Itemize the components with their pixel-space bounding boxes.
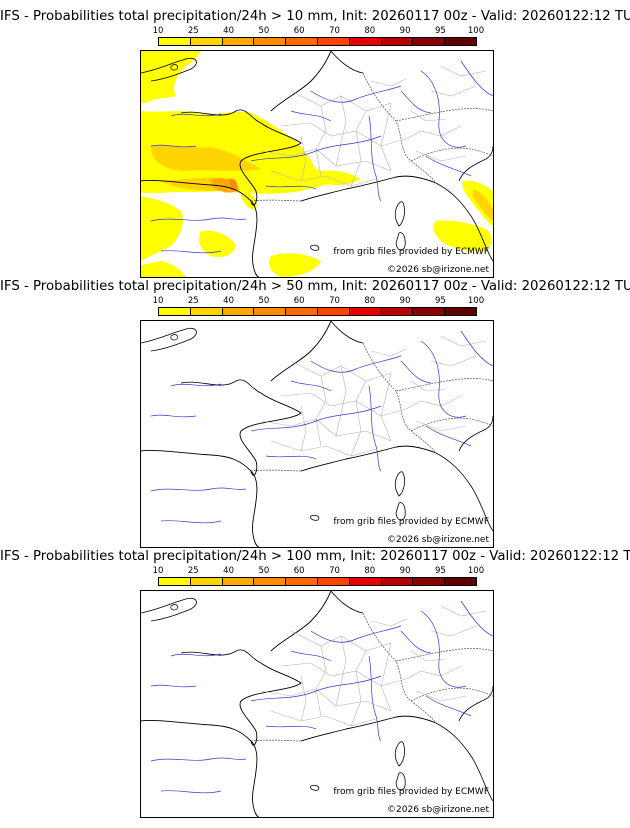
- panel-prob-10mm: IFS - Probabilities total precipitation/…: [0, 0, 630, 278]
- source-credit: from grib files provided by ECMWF: [333, 517, 489, 527]
- colorbar-swatch: [286, 578, 318, 585]
- colorbar-swatch: [381, 38, 414, 45]
- colorbar-swatch: [349, 308, 382, 315]
- colorbar-tick-label: 50: [258, 566, 270, 576]
- colorbar-tick-label: 90: [399, 26, 411, 36]
- colorbar-tick-label: 80: [364, 26, 376, 36]
- copyright-credit: ©2026 sb@irizone.net: [387, 265, 489, 275]
- colorbar-tick-label: 70: [329, 26, 340, 36]
- colorbar-swatch: [381, 308, 414, 315]
- colorbar-swatch: [413, 578, 446, 585]
- colorbar-swatch: [445, 308, 476, 315]
- colorbar-tick-label: 40: [223, 26, 235, 36]
- colorbar-swatch: [190, 308, 223, 315]
- colorbar-tick-label: 95: [434, 296, 446, 306]
- colorbar-swatch: [222, 578, 255, 585]
- colorbar-labels: 10 25 40 50 60 70 80 90 95 100: [153, 296, 485, 306]
- copyright-credit: ©2026 sb@irizone.net: [387, 805, 489, 815]
- colorbar-swatch: [222, 308, 255, 315]
- colorbar-labels: 10 25 40 50 60 70 80 90 95 100: [153, 26, 485, 36]
- colorbar-tick-label: 100: [467, 26, 485, 36]
- colorbar-tick-label: 80: [364, 296, 376, 306]
- panel-prob-50mm: IFS - Probabilities total precipitation/…: [0, 270, 630, 548]
- colorbar-swatch: [413, 38, 446, 45]
- colorbar-tick-label: 40: [223, 566, 235, 576]
- panel-title: IFS - Probabilities total precipitation/…: [0, 279, 630, 294]
- colorbar-tick-label: 10: [152, 26, 164, 36]
- map-svg: [141, 51, 493, 277]
- colorbar-swatch: [222, 38, 255, 45]
- colorbar-swatch: [317, 38, 350, 45]
- colorbar-tick-label: 90: [399, 566, 411, 576]
- colorbar-swatch: [254, 578, 287, 585]
- colorbar-swatch: [190, 38, 223, 45]
- colorbar-swatch: [190, 578, 223, 585]
- colorbar-swatch: [445, 38, 476, 45]
- colorbar-tick-label: 25: [187, 26, 199, 36]
- colorbar-swatch: [445, 578, 476, 585]
- map-france: from grib files provided by ECMWF ©2026 …: [140, 50, 494, 278]
- map-france: from grib files provided by ECMWF ©2026 …: [140, 590, 494, 818]
- colorbar-swatch: [349, 38, 382, 45]
- colorbar-tick-label: 50: [258, 26, 270, 36]
- map-svg: [141, 591, 493, 817]
- panel-title: IFS - Probabilities total precipitation/…: [0, 9, 630, 24]
- colorbar: [158, 37, 477, 46]
- colorbar-tick-label: 10: [152, 296, 164, 306]
- colorbar-tick-label: 70: [329, 566, 340, 576]
- colorbar-swatch: [286, 38, 318, 45]
- colorbar-tick-label: 25: [187, 566, 199, 576]
- colorbar-tick-label: 60: [293, 26, 305, 36]
- colorbar-swatch: [159, 38, 191, 45]
- colorbar-tick-label: 80: [364, 566, 376, 576]
- colorbar-swatch: [254, 38, 287, 45]
- colorbar-tick-label: 95: [434, 26, 446, 36]
- colorbar-tick-label: 90: [399, 296, 411, 306]
- colorbar-swatch: [254, 308, 287, 315]
- map-france: from grib files provided by ECMWF ©2026 …: [140, 320, 494, 548]
- colorbar-tick-label: 60: [293, 566, 305, 576]
- colorbar-swatch: [349, 578, 382, 585]
- panel-prob-100mm: IFS - Probabilities total precipitation/…: [0, 540, 630, 818]
- colorbar-tick-label: 60: [293, 296, 305, 306]
- colorbar: [158, 307, 477, 316]
- colorbar-tick-label: 40: [223, 296, 235, 306]
- panel-title: IFS - Probabilities total precipitation/…: [0, 549, 630, 564]
- colorbar-tick-label: 10: [152, 566, 164, 576]
- source-credit: from grib files provided by ECMWF: [333, 787, 489, 797]
- colorbar-tick-label: 25: [187, 296, 199, 306]
- colorbar-tick-label: 95: [434, 566, 446, 576]
- colorbar-labels: 10 25 40 50 60 70 80 90 95 100: [153, 566, 485, 576]
- colorbar-swatch: [286, 308, 318, 315]
- precip-field: [141, 51, 493, 277]
- colorbar-tick-label: 70: [329, 296, 340, 306]
- colorbar-swatch: [381, 578, 414, 585]
- colorbar-swatch: [317, 578, 350, 585]
- colorbar-tick-label: 100: [467, 296, 485, 306]
- colorbar-swatch: [317, 308, 350, 315]
- source-credit: from grib files provided by ECMWF: [333, 247, 489, 257]
- colorbar: [158, 577, 477, 586]
- colorbar-swatch: [159, 578, 191, 585]
- colorbar-tick-label: 100: [467, 566, 485, 576]
- colorbar-swatch: [159, 308, 191, 315]
- colorbar-swatch: [413, 308, 446, 315]
- copyright-credit: ©2026 sb@irizone.net: [387, 535, 489, 545]
- map-svg: [141, 321, 493, 547]
- colorbar-tick-label: 50: [258, 296, 270, 306]
